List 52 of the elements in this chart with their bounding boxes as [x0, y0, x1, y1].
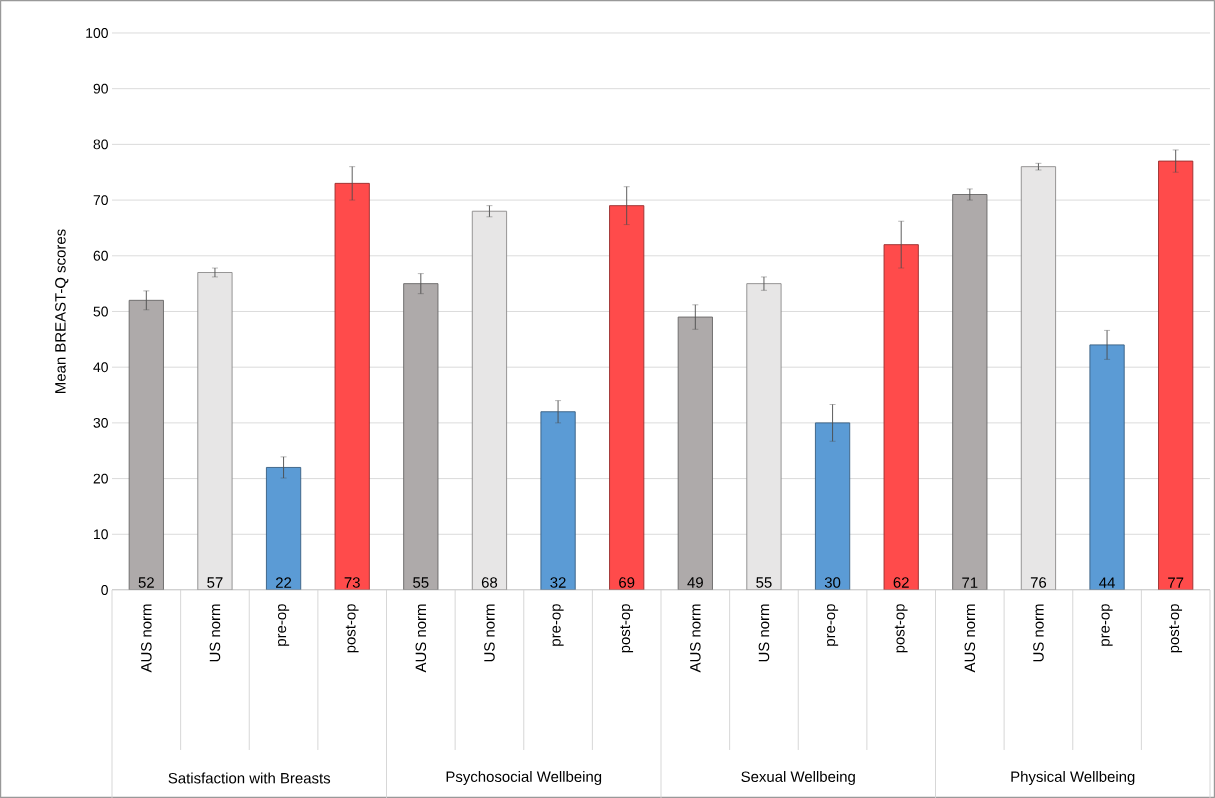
- x-tick-label: post-op: [894, 603, 908, 653]
- bar: [1089, 344, 1125, 590]
- x-tick-label: US norm: [1033, 604, 1044, 662]
- data-label: 32: [550, 576, 566, 588]
- text: Physical Wellbeing: [1011, 770, 1135, 785]
- text: Psychosocial Wellbeing: [446, 770, 602, 785]
- data-label: 68: [481, 576, 498, 588]
- data-label: 49: [687, 576, 703, 588]
- x-tick-label: pre-op: [278, 603, 290, 646]
- y-tick-label: 10: [94, 529, 108, 540]
- x-tick-label: pre-op: [827, 603, 839, 646]
- x-tick-label: US norm: [758, 604, 770, 662]
- data-label: 44: [1099, 577, 1115, 588]
- data-label: 73: [344, 576, 360, 588]
- x-tick-label: AUS norm: [141, 604, 152, 673]
- y-tick-label: 20: [93, 473, 108, 484]
- data-label: 52: [138, 576, 154, 588]
- x-tick-label: pre-op: [552, 603, 564, 646]
- text: Sexual Wellbeing: [741, 770, 855, 785]
- y-tick-label: 40: [93, 362, 108, 372]
- data-label: 77: [1168, 577, 1184, 588]
- data-label: 22: [276, 577, 292, 588]
- bar: [197, 271, 233, 590]
- y-tick-label: 50: [93, 306, 108, 317]
- y-tick-label: 100: [86, 27, 108, 38]
- bar: [540, 411, 576, 590]
- y-tick-label: 0: [101, 584, 108, 595]
- x-tick-label: post-op: [1169, 603, 1183, 653]
- x-tick-label: pre-op: [1101, 603, 1113, 646]
- data-label: 62: [893, 576, 909, 588]
- x-tick-label: AUS norm: [690, 604, 701, 673]
- y-axis-title: Mean BREAST-Q scores: [55, 229, 69, 393]
- bar: [746, 282, 782, 590]
- y-tick-label: 30: [93, 417, 108, 428]
- y-tick-label: 90: [93, 83, 108, 94]
- x-tick-label: US norm: [484, 604, 495, 662]
- y-tick-label: 70: [93, 194, 108, 205]
- x-tick-label: post-op: [620, 603, 634, 653]
- data-label: 57: [207, 577, 223, 588]
- data-label: 30: [824, 576, 841, 588]
- data-label: 55: [413, 577, 429, 588]
- x-tick-label: post-op: [345, 603, 359, 653]
- x-tick-label: US norm: [209, 604, 221, 662]
- x-tick-label: AUS norm: [415, 604, 427, 673]
- text: Satisfaction with Breasts: [168, 772, 331, 784]
- x-tick-label: AUS norm: [964, 604, 976, 673]
- data-label: 76: [1030, 576, 1047, 588]
- y-tick-label: 60: [93, 250, 108, 261]
- y-tick-label: 80: [93, 139, 108, 150]
- data-label: 69: [619, 576, 635, 588]
- data-label: 55: [756, 577, 772, 588]
- data-label: 71: [962, 577, 978, 588]
